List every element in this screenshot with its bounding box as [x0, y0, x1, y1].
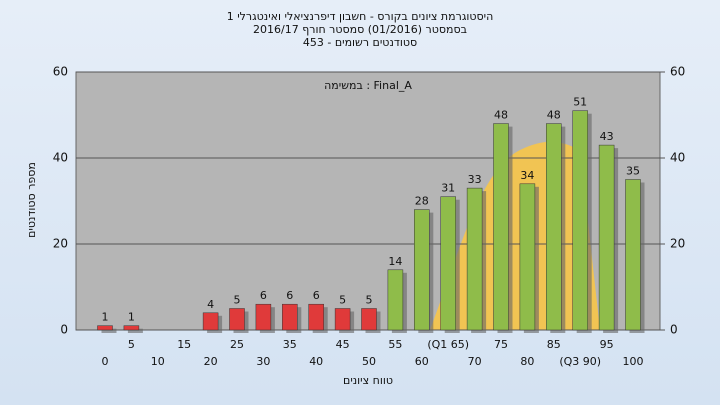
- x-tick-label: 85: [547, 338, 561, 351]
- data-label: 28: [415, 195, 429, 208]
- data-label: 31: [441, 182, 455, 195]
- data-label: 6: [313, 289, 320, 302]
- bar-shadow: [101, 328, 117, 333]
- x-tick-label: 45: [336, 338, 350, 351]
- annotation: במשימה : Final_A: [324, 79, 412, 92]
- bar: [598, 144, 615, 331]
- y2-tick-label: 60: [670, 65, 685, 79]
- bar: [493, 123, 509, 331]
- bar: [519, 183, 536, 331]
- x-tick-label: 40: [309, 355, 323, 368]
- bar: [123, 325, 140, 331]
- data-label: 14: [388, 255, 402, 268]
- bar: [387, 269, 404, 331]
- x-tick-label: 75: [494, 338, 508, 351]
- chart-subtitle: בסמסטר (01/2016) סמסטר חורף 2016/17: [253, 23, 467, 36]
- bar: [229, 308, 245, 331]
- y2-tick-label: 0: [670, 323, 678, 337]
- x-tick-label: 35: [283, 338, 297, 351]
- chart-title: היסטוגרמת ציונים בקורס - חשבון דיפרנציאל…: [227, 10, 494, 23]
- data-label: 5: [339, 294, 346, 307]
- x-tick-label: 55: [388, 338, 402, 351]
- x-tick-label: (Q1 65): [427, 338, 469, 351]
- x-tick-label: (Q3 90): [559, 355, 601, 368]
- bar: [625, 179, 641, 331]
- data-label: 6: [260, 289, 267, 302]
- data-label: 48: [494, 109, 508, 122]
- x-tick-label: 0: [102, 355, 109, 368]
- x-tick-label: 80: [520, 355, 534, 368]
- data-label: 5: [234, 294, 241, 307]
- data-label: 34: [520, 169, 534, 182]
- x-tick-label: 60: [415, 355, 429, 368]
- data-label: 35: [626, 165, 640, 178]
- x-tick-label: 50: [362, 355, 376, 368]
- bar: [202, 312, 219, 331]
- bar: [414, 209, 430, 331]
- y-tick-label: 40: [53, 151, 68, 165]
- bar: [546, 123, 562, 331]
- bar: [466, 187, 483, 331]
- x-axis-title: טווח ציונים: [343, 374, 393, 387]
- data-label: 5: [366, 294, 373, 307]
- x-tick-label: 70: [468, 355, 482, 368]
- x-tick-label: 20: [204, 355, 218, 368]
- y-tick-label: 60: [53, 65, 68, 79]
- x-tick-label: 5: [128, 338, 135, 351]
- data-label: 51: [573, 96, 587, 109]
- bar: [440, 196, 456, 331]
- x-tick-label: 25: [230, 338, 244, 351]
- chart-subtitle: סטודנטים רשומים - 453: [303, 36, 417, 49]
- y-tick-label: 0: [60, 323, 68, 337]
- bar: [255, 303, 272, 331]
- bar: [308, 303, 324, 331]
- data-label: 6: [286, 289, 293, 302]
- y2-tick-label: 20: [670, 237, 685, 251]
- data-label: 1: [128, 311, 135, 324]
- data-label: 1: [102, 311, 109, 324]
- x-tick-label: 100: [623, 355, 644, 368]
- data-label: 43: [600, 130, 614, 143]
- data-label: 33: [468, 173, 482, 186]
- bar-shadow: [127, 328, 143, 333]
- bar: [334, 308, 351, 331]
- x-tick-label: 95: [600, 338, 614, 351]
- x-tick-label: 30: [256, 355, 270, 368]
- bar: [97, 325, 113, 331]
- y-tick-label: 20: [53, 237, 68, 251]
- x-tick-label: 10: [151, 355, 165, 368]
- y2-tick-label: 40: [670, 151, 685, 165]
- bar: [572, 110, 588, 331]
- data-label: 48: [547, 109, 561, 122]
- data-label: 4: [207, 298, 214, 311]
- bar: [282, 303, 298, 331]
- y-axis-title: מספר סטודנטים: [25, 162, 38, 238]
- x-tick-label: 15: [177, 338, 191, 351]
- bar: [361, 308, 377, 331]
